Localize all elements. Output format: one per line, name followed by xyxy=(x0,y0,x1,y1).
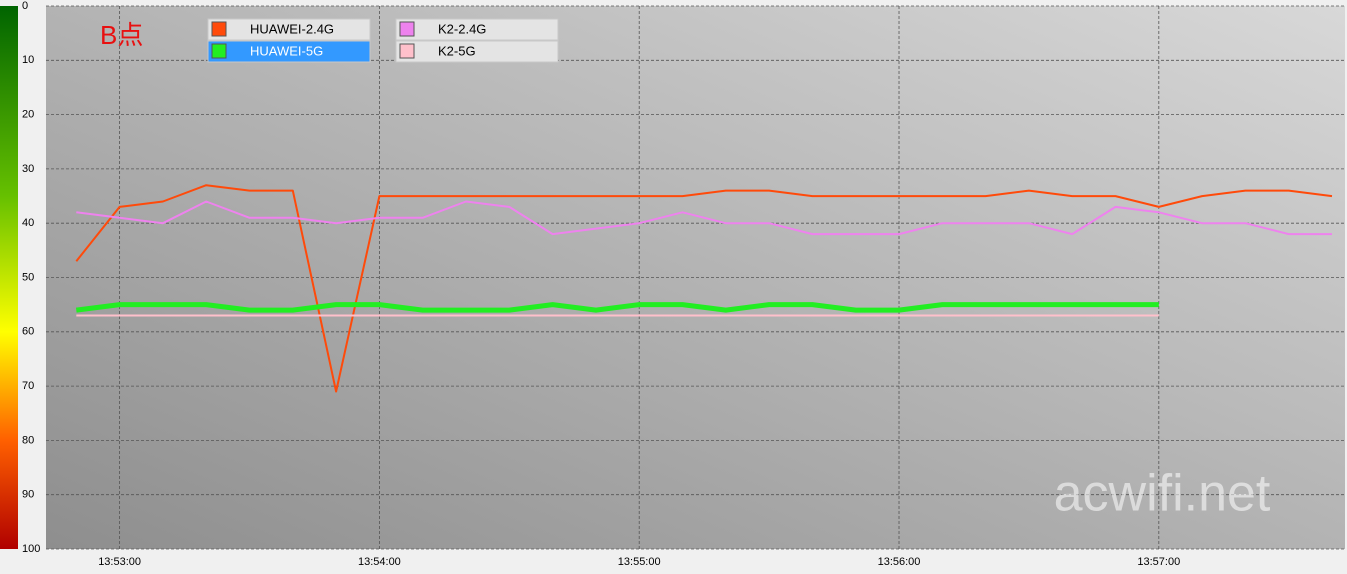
signal-scale xyxy=(0,6,18,549)
legend-label: K2-5G xyxy=(438,43,476,58)
series-line xyxy=(76,200,1332,236)
legend-swatch xyxy=(211,43,227,59)
y-tick-label: 20 xyxy=(22,109,34,121)
legend-label: HUAWEI-2.4G xyxy=(250,21,334,36)
legend-swatch xyxy=(399,21,415,37)
y-tick-label: 30 xyxy=(22,163,34,175)
series-line xyxy=(75,184,1333,393)
legend-swatch xyxy=(211,21,227,37)
watermark: acwifi.net xyxy=(1054,465,1271,523)
series-line xyxy=(75,302,1159,313)
legend-item xyxy=(395,40,559,63)
y-tick-label: 60 xyxy=(22,326,34,338)
x-tick-label: 13:54:00 xyxy=(358,556,401,568)
legend-swatch xyxy=(399,43,415,59)
y-tick-label: 90 xyxy=(22,489,34,501)
y-tick-label: 40 xyxy=(22,217,34,229)
y-tick-label: 100 xyxy=(22,543,40,555)
y-tick-label: 0 xyxy=(22,0,28,12)
x-tick-label: 13:57:00 xyxy=(1137,556,1180,568)
x-tick-label: 13:55:00 xyxy=(618,556,661,568)
y-tick-label: 70 xyxy=(22,380,34,392)
annotation: B点 xyxy=(100,20,143,50)
legend-item xyxy=(395,18,559,41)
legend-item xyxy=(207,18,371,41)
legend-item xyxy=(207,40,371,63)
x-tick-label: 13:53:00 xyxy=(98,556,141,568)
y-tick-label: 10 xyxy=(22,54,34,66)
x-tick-label: 13:56:00 xyxy=(878,556,921,568)
legend-label: HUAWEI-5G xyxy=(250,43,323,58)
legend-label: K2-2.4G xyxy=(438,21,486,36)
y-tick-label: 50 xyxy=(22,271,34,283)
y-tick-label: 80 xyxy=(22,434,34,446)
